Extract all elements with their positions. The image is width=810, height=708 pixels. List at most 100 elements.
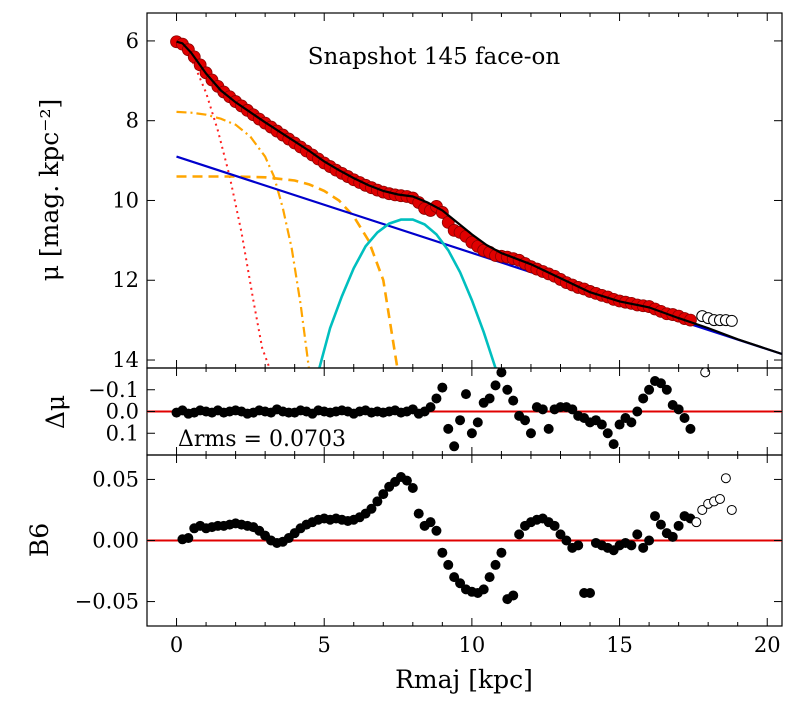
profile-ticks: 6 8 10 12 14 [112,13,782,372]
residual-point [502,384,513,395]
b6-point [431,525,442,536]
residual-point [644,384,655,395]
residual-point [449,441,460,452]
x-tick-label: 10 [459,633,486,657]
y-tick-label: 0.05 [92,467,139,491]
curve-bar-inner- [176,110,310,368]
residual-point [626,417,637,428]
b6-point [561,535,572,546]
b6-point [437,547,448,558]
y-tick-label: −0.1 [88,378,139,402]
x-tick-label: 20 [754,633,781,657]
residual-points [171,368,711,452]
residual-point [496,368,507,378]
profile-y-label: μ [mag. kpc⁻²] [35,99,64,282]
y-tick-label: 10 [112,188,139,212]
y-tick-label: 12 [112,268,139,292]
b6-point [644,535,655,546]
residual-point [567,404,578,415]
y-tick-label: 0.0 [106,400,139,424]
residual-point [543,423,554,434]
b6-point [626,540,637,551]
b6-point [484,572,495,583]
residual-panel: −0.10.00.1 Δrms = 0.0703 Δμ [41,367,783,456]
curve-total-model [176,40,782,356]
b6-point [443,559,454,570]
residual-point [425,402,436,413]
x-tick-label: 0 [170,633,183,657]
residual-point [537,404,548,415]
y-tick-label: 0.1 [106,421,139,445]
curve-bar-outer- [176,175,399,368]
residual-point [525,428,536,439]
b6-point [366,503,377,514]
b6-point [650,511,660,522]
residual-point [596,419,607,430]
b6-point [401,475,412,486]
b6-ticks: 0 5 10 15 20 −0.05 0.00 0.05 [75,455,782,657]
b6-point [514,529,525,540]
b6-point [632,529,643,540]
residual-point [460,389,471,400]
residual-point [490,380,501,391]
residual-point [632,406,643,417]
b6-excluded-point [697,504,708,515]
residual-point [655,378,666,389]
b6-point [413,508,424,519]
residual-point [638,393,649,404]
b6-point [407,482,418,493]
b6-point [638,542,649,553]
residual-point [520,415,531,426]
b6-point [378,489,389,500]
residual-point [679,413,690,424]
residual-point [466,428,477,439]
profile-excluded-point [725,314,738,327]
b6-point [490,559,501,570]
b6-point [183,533,194,544]
residual-point [455,415,466,426]
residual-point [685,423,696,434]
b6-point [425,517,436,528]
profile-panel: 6 8 10 12 14 Snapshot 145 face-on μ [mag. kp… [35,12,783,372]
residual-ticks: −0.10.00.1 [88,368,782,455]
residual-rms-annotation: Δrms = 0.0703 [178,427,346,452]
residual-point [443,423,454,434]
b6-y-label: B6 [25,523,54,557]
b6-point [496,547,507,558]
x-axis-label: Rmaj [kpc] [395,665,533,694]
y-tick-label: 0.00 [92,529,139,553]
profile-title: Snapshot 145 face-on [308,44,561,70]
residual-point [508,395,519,406]
b6-excluded-point [726,504,737,515]
b6-excluded-point [714,493,725,504]
b6-point [585,588,596,599]
x-tick-label: 15 [606,633,633,657]
residual-excluded-point [700,368,711,378]
residual-point [608,439,619,450]
y-tick-label: −0.05 [75,590,139,614]
b6-points [177,471,737,605]
residual-y-label: Δμ [41,395,70,429]
b6-point [508,590,519,601]
residual-point [431,393,442,404]
b6-excluded-point [720,473,731,484]
b6-point [667,531,678,542]
b6-point [673,520,684,531]
residual-point [602,428,613,439]
residual-point [472,417,483,428]
b6-point [372,496,383,507]
residual-point [437,382,448,393]
y-tick-label: 6 [126,29,139,53]
b6-point [573,540,584,551]
y-tick-label: 8 [126,109,139,133]
residual-point [673,404,684,415]
x-tick-label: 5 [318,633,331,657]
b6-point [478,584,489,595]
profile-data-points [170,35,782,356]
y-tick-label: 14 [112,348,139,372]
residual-point [614,419,625,430]
b6-point [655,519,666,530]
b6-excluded-point [691,517,702,528]
